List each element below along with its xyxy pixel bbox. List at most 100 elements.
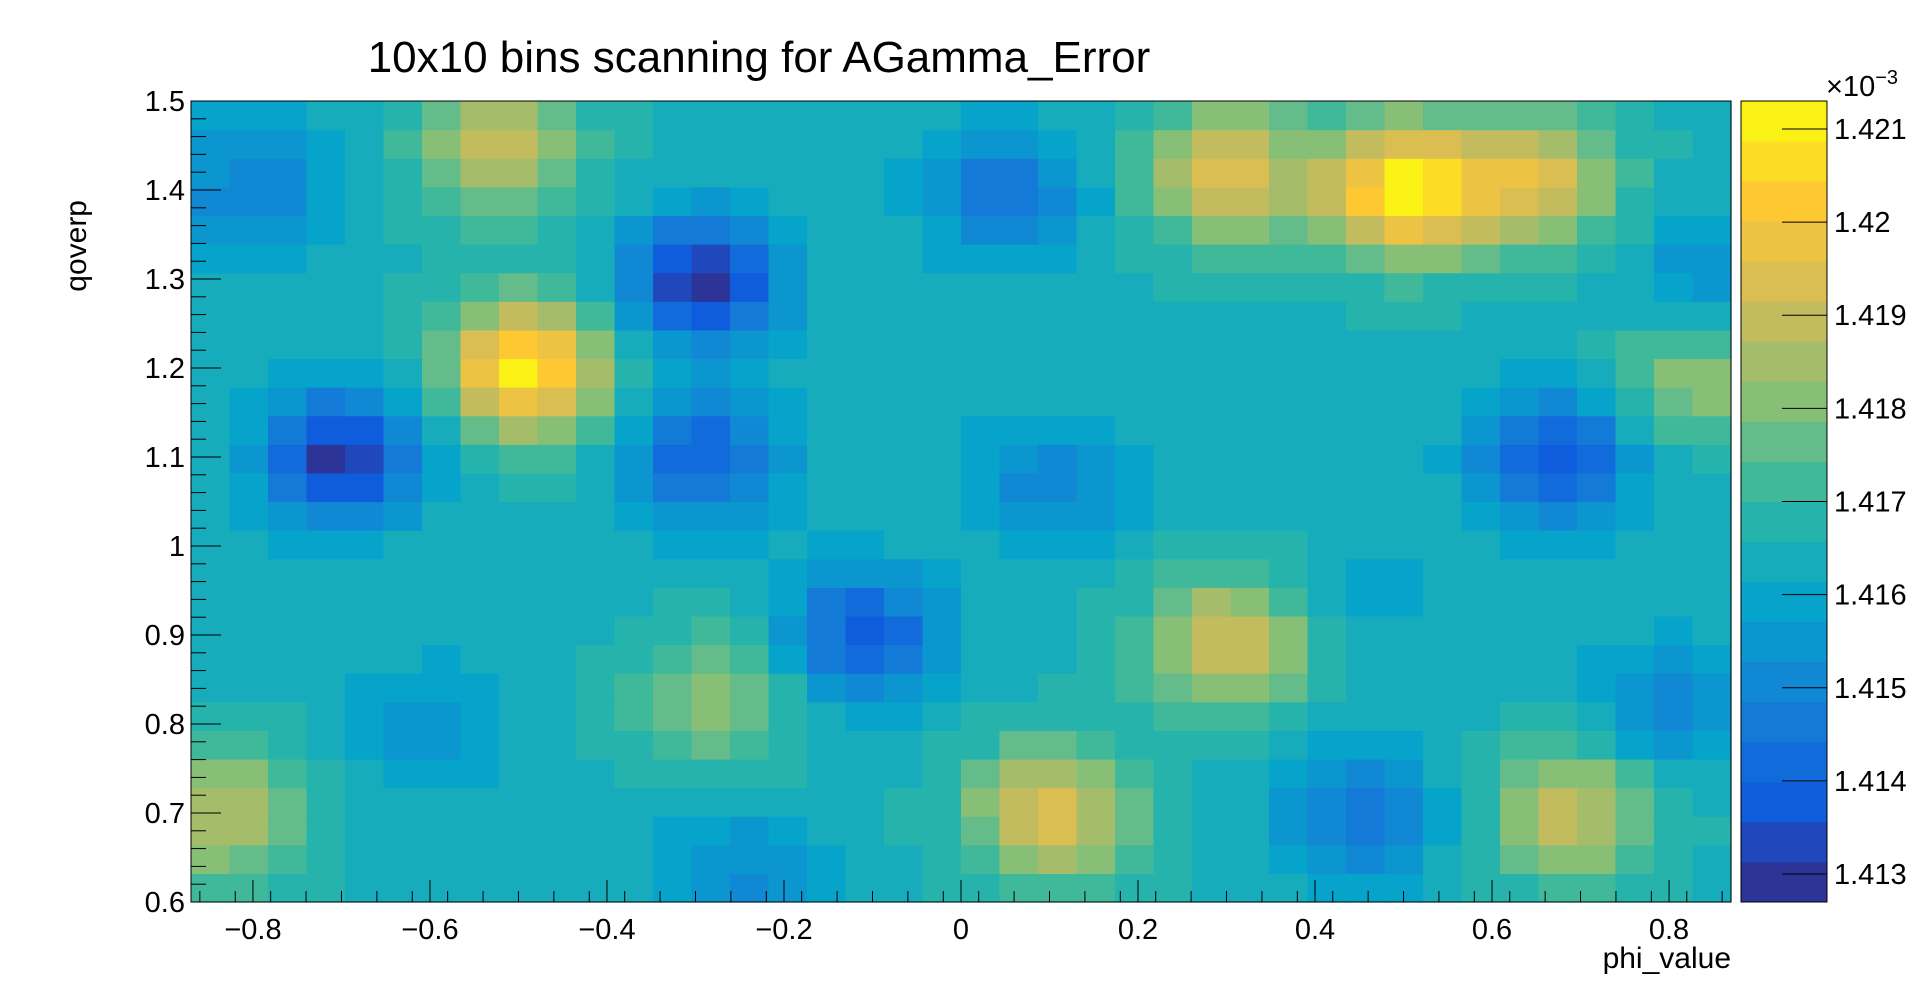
heatmap-cell [1654,673,1694,703]
heatmap-cell [653,158,693,188]
heatmap-cell [1307,644,1347,674]
palette-swatch [1741,341,1827,382]
heatmap-cell [229,158,269,188]
heatmap-cell [845,701,885,731]
x-tick-label: −0.8 [224,914,281,946]
heatmap-cell [1076,615,1116,646]
heatmap-cell [1115,272,1155,302]
heatmap-cell [383,358,423,388]
heatmap-cell [422,558,462,588]
heatmap-cell [1384,873,1424,903]
heatmap-cell [845,215,885,245]
heatmap-cell [383,501,423,531]
heatmap-cell [1384,587,1424,617]
heatmap-cell [1500,730,1540,760]
heatmap-cell [1577,730,1617,760]
heatmap-cell [807,530,847,560]
heatmap-cell [768,787,808,817]
heatmap-cell [845,101,885,131]
heatmap-cell [1153,758,1193,789]
heatmap-cell [306,387,346,417]
heatmap-cell [345,787,385,817]
heatmap-cell [422,644,462,674]
heatmap-cell [653,415,693,445]
heatmap-cell [614,587,654,617]
heatmap-cell [884,387,924,417]
heatmap-cell [499,501,539,531]
heatmap-cell [1153,472,1193,503]
heatmap-cell [1115,730,1155,760]
heatmap-cell [1192,358,1232,388]
heatmap-cell [1615,186,1655,217]
heatmap-cell [1538,644,1578,674]
heatmap-cell [999,215,1039,245]
heatmap-cell [1461,730,1501,760]
heatmap-cell [730,272,770,302]
heatmap-cell [306,329,346,360]
heatmap-cell [1577,101,1617,131]
heatmap-cell [1423,101,1463,131]
heatmap-cell [691,701,731,731]
heatmap-cell [460,158,500,188]
heatmap-cell [1153,244,1193,274]
heatmap-cell [229,444,269,474]
heatmap-cell [691,415,731,445]
heatmap-cell [383,787,423,817]
heatmap-cell [1615,329,1655,360]
heatmap-cell [999,358,1039,388]
heatmap-cell [1038,472,1078,503]
heatmap-cell [1192,873,1232,903]
heatmap-cell [1230,329,1270,360]
heatmap-cell [383,415,423,445]
heatmap-cell [268,415,308,445]
heatmap-cell [1038,701,1078,731]
heatmap-cell [884,301,924,331]
heatmap-cell [1038,301,1078,331]
y-tick-label: 0.8 [145,709,185,741]
heatmap-cell [1500,301,1540,331]
heatmap-cell [884,530,924,560]
heatmap-cell [345,415,385,445]
heatmap-cell [460,844,500,874]
heatmap-cell [999,758,1039,789]
heatmap-cell [1577,186,1617,217]
heatmap-cell [1076,444,1116,474]
heatmap-cell [1384,101,1424,131]
heatmap-cell [653,215,693,245]
heatmap-cell [1269,587,1309,617]
heatmap-cell [1230,644,1270,674]
heatmap-cell [1076,272,1116,302]
heatmap-cell [1346,701,1386,731]
palette-swatch [1741,741,1827,783]
heatmap-cell [191,587,231,617]
heatmap-cell [1153,329,1193,360]
heatmap-cell [922,444,962,474]
heatmap-cell [730,358,770,388]
heatmap-cell [614,387,654,417]
heatmap-cell [1230,615,1270,646]
heatmap-cell [845,758,885,789]
heatmap-cell [999,444,1039,474]
heatmap-cell [730,472,770,503]
heatmap-cell [807,873,847,903]
heatmap-cell [345,844,385,874]
heatmap-cell [1076,329,1116,360]
heatmap-cell [1538,615,1578,646]
color-palette [1740,100,1828,903]
heatmap-cell [1307,816,1347,846]
heatmap-cell [1461,587,1501,617]
heatmap-cell [576,587,616,617]
heatmap-cell [1461,215,1501,245]
heatmap-cell [306,501,346,531]
heatmap-cell [730,816,770,846]
heatmap-cell [1538,272,1578,302]
heatmap-cell [1076,644,1116,674]
heatmap-cell [1346,101,1386,131]
heatmap-cell [1384,358,1424,388]
heatmap-cell [961,301,1001,331]
heatmap-cell [1115,444,1155,474]
heatmap-cell [383,186,423,217]
heatmap-cell [1384,186,1424,217]
heatmap-cell [537,244,577,274]
heatmap-cell [730,301,770,331]
